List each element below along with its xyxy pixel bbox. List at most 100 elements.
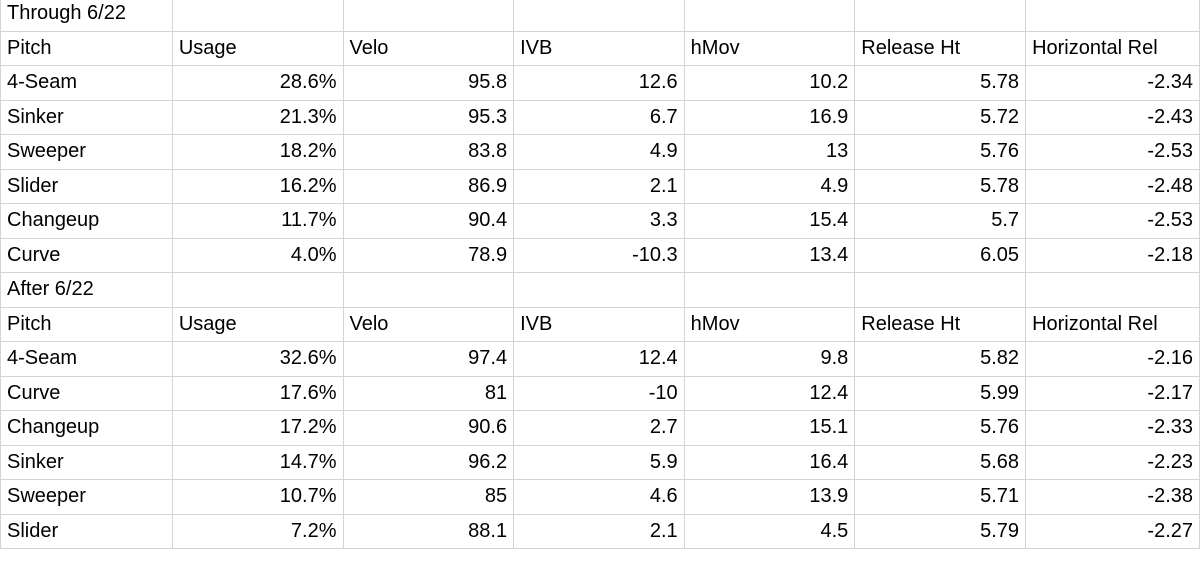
ivb-cell[interactable]: 6.7: [513, 99, 685, 135]
horizontal-rel-cell[interactable]: -2.18: [1025, 237, 1200, 273]
empty-cell[interactable]: [513, 0, 685, 32]
empty-cell[interactable]: [1025, 0, 1200, 32]
header-cell-pitch[interactable]: Pitch: [0, 306, 173, 342]
header-cell-velo[interactable]: Velo: [342, 306, 515, 342]
velo-cell[interactable]: 86.9: [342, 168, 515, 204]
release-ht-cell[interactable]: 5.78: [854, 65, 1027, 101]
horizontal-rel-cell[interactable]: -2.34: [1025, 65, 1200, 101]
header-cell-release-ht[interactable]: Release Ht: [854, 30, 1027, 66]
hmov-cell[interactable]: 15.4: [683, 203, 856, 239]
hmov-cell[interactable]: 13.9: [683, 479, 856, 515]
pitch-cell[interactable]: Sinker: [0, 444, 173, 480]
horizontal-rel-cell[interactable]: -2.38: [1025, 479, 1200, 515]
ivb-cell[interactable]: 2.7: [513, 410, 685, 446]
horizontal-rel-cell[interactable]: -2.17: [1025, 375, 1200, 411]
usage-cell[interactable]: 28.6%: [171, 65, 344, 101]
pitch-cell[interactable]: Curve: [0, 237, 173, 273]
pitch-cell[interactable]: Slider: [0, 168, 173, 204]
usage-cell[interactable]: 10.7%: [171, 479, 344, 515]
hmov-cell[interactable]: 15.1: [683, 410, 856, 446]
release-ht-cell[interactable]: 6.05: [854, 237, 1027, 273]
velo-cell[interactable]: 96.2: [342, 444, 515, 480]
horizontal-rel-cell[interactable]: -2.48: [1025, 168, 1200, 204]
release-ht-cell[interactable]: 5.71: [854, 479, 1027, 515]
ivb-cell[interactable]: 3.3: [513, 203, 685, 239]
empty-cell[interactable]: [171, 272, 344, 308]
velo-cell[interactable]: 85: [342, 479, 515, 515]
velo-cell[interactable]: 95.3: [342, 99, 515, 135]
usage-cell[interactable]: 32.6%: [171, 341, 344, 377]
empty-cell[interactable]: [683, 0, 856, 32]
usage-cell[interactable]: 18.2%: [171, 134, 344, 170]
usage-cell[interactable]: 7.2%: [171, 513, 344, 549]
usage-cell[interactable]: 16.2%: [171, 168, 344, 204]
header-cell-usage[interactable]: Usage: [171, 306, 344, 342]
hmov-cell[interactable]: 4.9: [683, 168, 856, 204]
release-ht-cell[interactable]: 5.76: [854, 134, 1027, 170]
hmov-cell[interactable]: 9.8: [683, 341, 856, 377]
usage-cell[interactable]: 4.0%: [171, 237, 344, 273]
velo-cell[interactable]: 78.9: [342, 237, 515, 273]
empty-cell[interactable]: [342, 0, 515, 32]
hmov-cell[interactable]: 10.2: [683, 65, 856, 101]
header-cell-horizontal-rel[interactable]: Horizontal Rel: [1025, 306, 1200, 342]
hmov-cell[interactable]: 12.4: [683, 375, 856, 411]
usage-cell[interactable]: 17.2%: [171, 410, 344, 446]
ivb-cell[interactable]: 2.1: [513, 168, 685, 204]
horizontal-rel-cell[interactable]: -2.16: [1025, 341, 1200, 377]
header-cell-velo[interactable]: Velo: [342, 30, 515, 66]
hmov-cell[interactable]: 13: [683, 134, 856, 170]
empty-cell[interactable]: [854, 272, 1027, 308]
ivb-cell[interactable]: 5.9: [513, 444, 685, 480]
header-cell-ivb[interactable]: IVB: [513, 306, 685, 342]
section-title[interactable]: Through 6/22: [0, 0, 173, 32]
empty-cell[interactable]: [513, 272, 685, 308]
ivb-cell[interactable]: 2.1: [513, 513, 685, 549]
pitch-cell[interactable]: Changeup: [0, 410, 173, 446]
horizontal-rel-cell[interactable]: -2.27: [1025, 513, 1200, 549]
empty-cell[interactable]: [854, 0, 1027, 32]
horizontal-rel-cell[interactable]: -2.53: [1025, 203, 1200, 239]
header-cell-pitch[interactable]: Pitch: [0, 30, 173, 66]
ivb-cell[interactable]: 4.6: [513, 479, 685, 515]
header-cell-release-ht[interactable]: Release Ht: [854, 306, 1027, 342]
velo-cell[interactable]: 90.6: [342, 410, 515, 446]
release-ht-cell[interactable]: 5.76: [854, 410, 1027, 446]
pitch-cell[interactable]: Sweeper: [0, 479, 173, 515]
ivb-cell[interactable]: -10.3: [513, 237, 685, 273]
pitch-cell[interactable]: Sweeper: [0, 134, 173, 170]
section-title[interactable]: After 6/22: [0, 272, 173, 308]
horizontal-rel-cell[interactable]: -2.43: [1025, 99, 1200, 135]
header-cell-ivb[interactable]: IVB: [513, 30, 685, 66]
horizontal-rel-cell[interactable]: -2.23: [1025, 444, 1200, 480]
release-ht-cell[interactable]: 5.99: [854, 375, 1027, 411]
header-cell-usage[interactable]: Usage: [171, 30, 344, 66]
empty-cell[interactable]: [342, 272, 515, 308]
horizontal-rel-cell[interactable]: -2.33: [1025, 410, 1200, 446]
usage-cell[interactable]: 14.7%: [171, 444, 344, 480]
velo-cell[interactable]: 83.8: [342, 134, 515, 170]
velo-cell[interactable]: 95.8: [342, 65, 515, 101]
pitch-cell[interactable]: Changeup: [0, 203, 173, 239]
empty-cell[interactable]: [1025, 272, 1200, 308]
release-ht-cell[interactable]: 5.78: [854, 168, 1027, 204]
usage-cell[interactable]: 21.3%: [171, 99, 344, 135]
usage-cell[interactable]: 11.7%: [171, 203, 344, 239]
header-cell-hmov[interactable]: hMov: [683, 30, 856, 66]
ivb-cell[interactable]: -10: [513, 375, 685, 411]
pitch-cell[interactable]: Curve: [0, 375, 173, 411]
header-cell-hmov[interactable]: hMov: [683, 306, 856, 342]
velo-cell[interactable]: 81: [342, 375, 515, 411]
ivb-cell[interactable]: 4.9: [513, 134, 685, 170]
pitch-cell[interactable]: 4-Seam: [0, 65, 173, 101]
header-cell-horizontal-rel[interactable]: Horizontal Rel: [1025, 30, 1200, 66]
release-ht-cell[interactable]: 5.68: [854, 444, 1027, 480]
release-ht-cell[interactable]: 5.82: [854, 341, 1027, 377]
pitch-cell[interactable]: Slider: [0, 513, 173, 549]
release-ht-cell[interactable]: 5.72: [854, 99, 1027, 135]
horizontal-rel-cell[interactable]: -2.53: [1025, 134, 1200, 170]
ivb-cell[interactable]: 12.6: [513, 65, 685, 101]
velo-cell[interactable]: 97.4: [342, 341, 515, 377]
hmov-cell[interactable]: 13.4: [683, 237, 856, 273]
release-ht-cell[interactable]: 5.7: [854, 203, 1027, 239]
